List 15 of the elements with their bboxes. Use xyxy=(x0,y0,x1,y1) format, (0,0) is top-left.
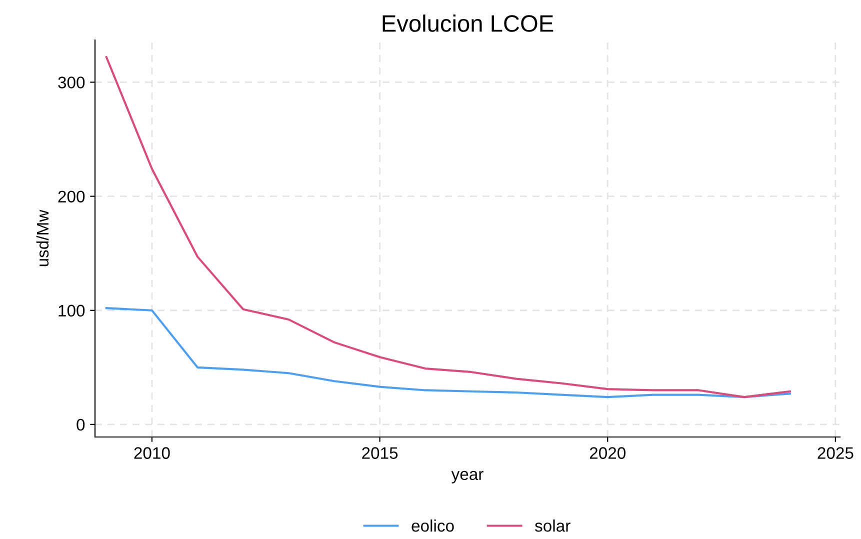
y-tick-label: 0 xyxy=(76,418,85,431)
x-tick-label: 2025 xyxy=(818,447,854,459)
line-series xyxy=(105,307,791,398)
y-tick-label: 300 xyxy=(58,76,85,88)
x-tick-label: 2015 xyxy=(362,447,398,459)
line-series xyxy=(105,56,791,398)
x-tick-label: 2020 xyxy=(590,447,626,459)
chart-title: Evolucion LCOE xyxy=(382,14,554,32)
x-tick-label: 2010 xyxy=(134,447,170,459)
y-tick-label: 200 xyxy=(58,190,85,202)
legend-label: solar xyxy=(535,519,570,532)
y-axis-title: usd/Mw xyxy=(36,210,49,266)
x-axis-title: year xyxy=(451,470,484,484)
legend-label: eolico xyxy=(412,519,454,532)
y-tick-label: 100 xyxy=(58,304,85,317)
